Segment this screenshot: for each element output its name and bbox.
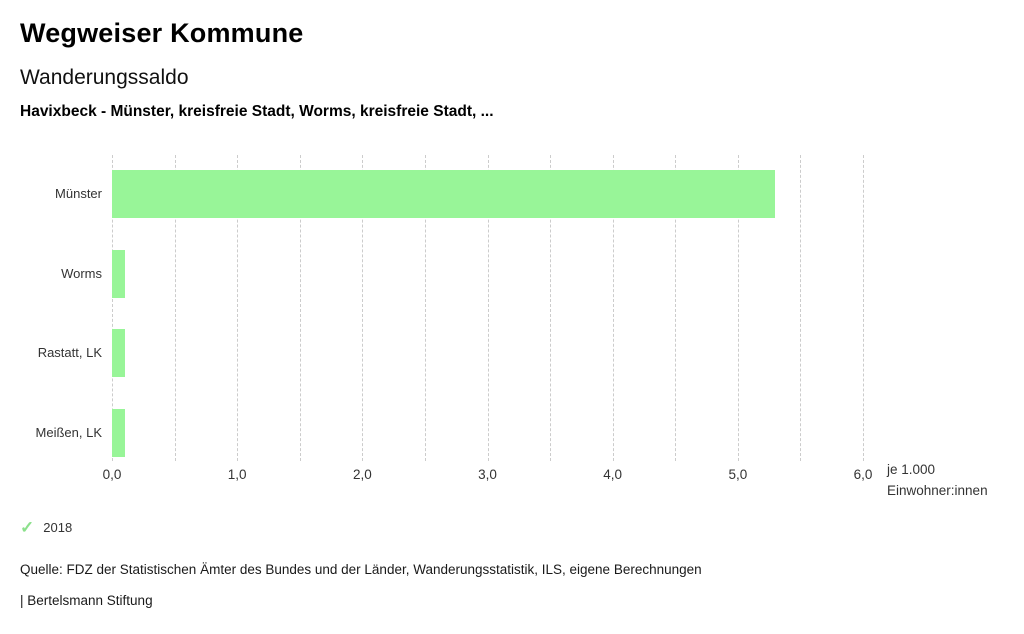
gridline	[487, 155, 489, 461]
gridline	[675, 155, 677, 461]
legend-item-2018[interactable]: ✓ 2018	[20, 519, 72, 536]
gridline	[237, 155, 239, 461]
gridline	[800, 155, 802, 461]
chart-title: Wanderungssaldo	[20, 66, 189, 89]
category-label: Worms	[61, 265, 102, 281]
legend-label: 2018	[43, 520, 73, 535]
attribution-text: | Bertelsmann Stiftung	[20, 593, 153, 608]
check-icon: ✓	[20, 518, 35, 537]
x-tick-label: 0,0	[102, 467, 122, 482]
gridline	[362, 155, 364, 461]
gridline	[112, 155, 113, 461]
x-tick-label: 3,0	[478, 467, 497, 482]
bar[interactable]	[112, 249, 125, 298]
x-axis-unit-line2: Einwohner:innen	[887, 483, 988, 498]
x-axis-unit: je 1.000 Einwohner:innen	[887, 459, 988, 501]
bar[interactable]	[112, 329, 125, 377]
category-label: Rastatt, LK	[37, 345, 102, 360]
gridline	[424, 155, 426, 461]
chart-selection-subtitle: Havixbeck - Münster, kreisfreie Stadt, W…	[20, 103, 494, 120]
category-label: Meißen, LK	[35, 424, 102, 440]
plot-area: Münster Worms Rastatt, LK Meißen, LK 0,0 1,0 2…	[36, 155, 872, 485]
source-text: Quelle: FDZ der Statistischen Ämter des …	[20, 562, 702, 577]
gridline	[174, 155, 176, 461]
bar[interactable]	[112, 170, 776, 218]
gridline	[612, 155, 614, 461]
x-tick-label: 4,0	[603, 467, 623, 482]
x-axis-unit-line1: je 1.000	[887, 462, 936, 477]
gridline	[550, 155, 552, 461]
x-tick-label: 2,0	[352, 467, 372, 482]
page-title: Wegweiser Kommune	[20, 18, 304, 48]
gridline	[299, 155, 301, 461]
x-tick-label: 5,0	[728, 467, 748, 482]
x-tick-label: 1,0	[227, 467, 247, 482]
category-label: Münster	[55, 186, 102, 201]
gridline	[863, 155, 864, 461]
bar[interactable]	[112, 408, 125, 457]
gridline	[737, 155, 739, 461]
x-tick-label: 6,0	[853, 467, 873, 482]
